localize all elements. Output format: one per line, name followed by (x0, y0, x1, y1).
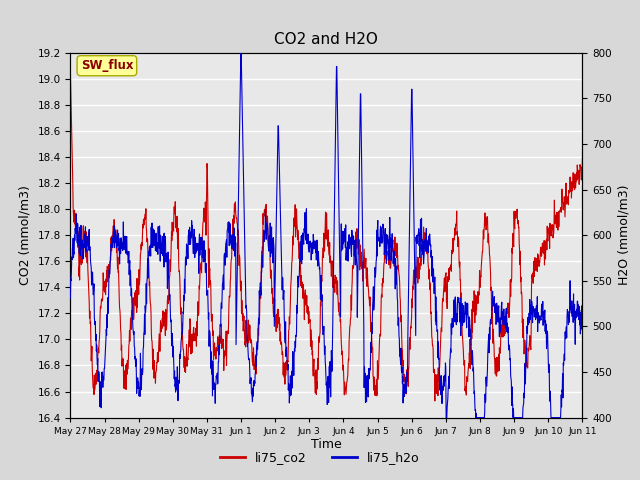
Text: SW_flux: SW_flux (81, 59, 133, 72)
X-axis label: Time: Time (311, 438, 342, 451)
Y-axis label: CO2 (mmol/m3): CO2 (mmol/m3) (19, 185, 32, 285)
Title: CO2 and H2O: CO2 and H2O (275, 33, 378, 48)
Legend: li75_co2, li75_h2o: li75_co2, li75_h2o (215, 446, 425, 469)
Y-axis label: H2O (mmol/m3): H2O (mmol/m3) (618, 185, 630, 286)
